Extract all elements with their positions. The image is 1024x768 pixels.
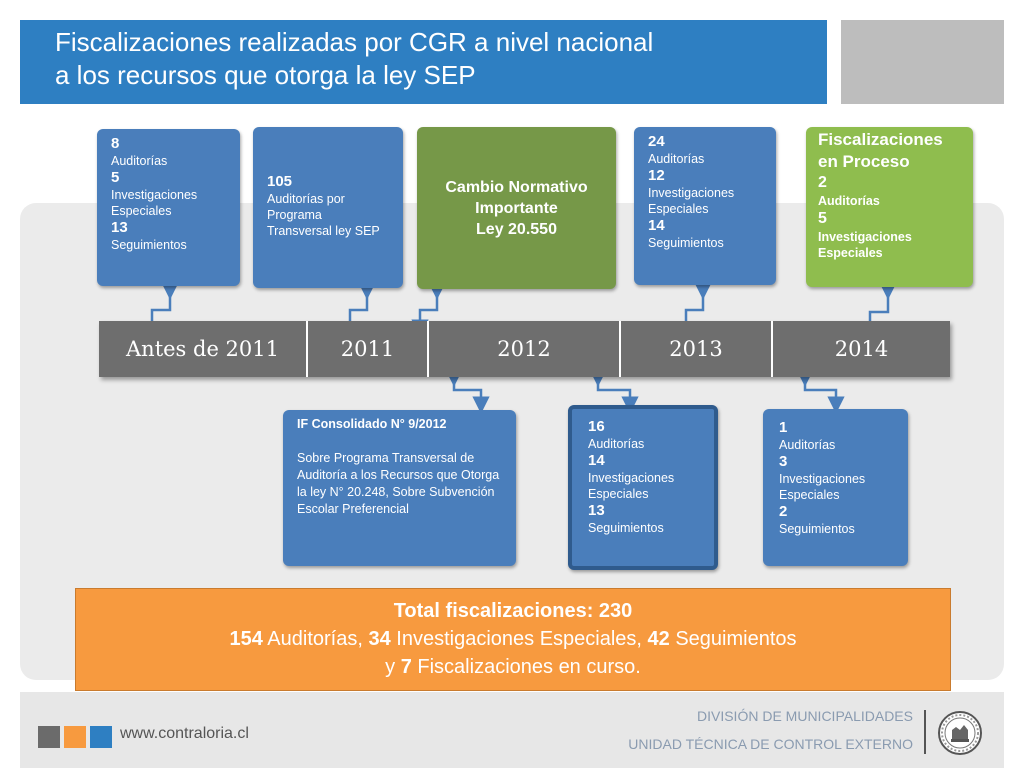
stat-label: Seguimientos: [111, 238, 187, 252]
timeline-label-2011: 2011: [308, 321, 429, 377]
title-bar: [20, 20, 827, 104]
stat-number: 13: [111, 219, 128, 236]
contraloria-seal-icon: [938, 711, 982, 755]
total-y: y: [385, 656, 401, 678]
stat-number: 3: [779, 453, 788, 470]
card-2014-en-proceso: Fiscalizaciones en Proceso 2 Auditorías …: [806, 127, 973, 287]
slide-title-line2: a los recursos que otorga la ley SEP: [55, 60, 476, 90]
timeline-label-2012: 2012: [429, 321, 621, 377]
cambio-line1: Cambio Normativo: [445, 179, 588, 196]
stat-label: Investigaciones Especiales: [111, 188, 198, 218]
stat-label: Investigaciones Especiales: [779, 472, 866, 502]
proceso-heading-line2: en Proceso: [818, 152, 910, 171]
total-breakdown-line1: 154 Auditorías, 34 Investigaciones Espec…: [76, 625, 950, 653]
connector-2014-bottom: [796, 369, 845, 414]
card-2014-results: 1 Auditorías 3 Investigaciones Especiale…: [763, 409, 908, 566]
card-if-consolidado: IF Consolidado N° 9/2012 Sobre Programa …: [283, 410, 516, 566]
slide-title: Fiscalizaciones realizadas por CGR a niv…: [55, 26, 815, 92]
connector-pre2011: [143, 282, 179, 339]
stat-label: Investigaciones Especiales: [648, 186, 735, 216]
connector-2012-top: [411, 282, 446, 337]
division-label: DIVISIÓN DE MUNICIPALIDADES: [696, 708, 913, 724]
timeline-bar: Antes de 2011 2011 2012 2013 2014: [99, 321, 950, 377]
card-2011: 105 Auditorías por Programa Transversal …: [253, 127, 403, 288]
stat-number: 2: [818, 174, 827, 191]
stat-number: 14: [648, 217, 665, 234]
stat-label: Auditorías: [111, 154, 168, 168]
stat-label: Seguimientos: [779, 522, 855, 536]
slide-title-line1: Fiscalizaciones realizadas por CGR a niv…: [55, 27, 654, 57]
stat-label: Seguimientos: [588, 521, 664, 535]
stat-label: Auditorías: [588, 437, 645, 451]
unidad-label: UNIDAD TÉCNICA DE CONTROL EXTERNO: [628, 736, 913, 752]
stat-label: Seguimientos: [648, 236, 724, 250]
stat-label: Auditorías por Programa Transversal ley …: [267, 192, 380, 238]
timeline-label-2014: 2014: [834, 337, 889, 361]
website-link[interactable]: www.contraloria.cl: [120, 725, 249, 742]
header-grey-block: [841, 20, 1004, 104]
logo-square-blue: [90, 726, 112, 748]
if-body: Sobre Programa Transversal de Auditoría …: [297, 451, 500, 516]
card-pre-2011: 8 Auditorías 5 Investigaciones Especiale…: [97, 129, 240, 286]
stat-number: 2: [779, 503, 788, 520]
stat-label: Auditorías: [818, 194, 880, 208]
total-auditorias-label: Auditorías,: [262, 628, 369, 650]
total-seguimientos-count: 42: [647, 628, 670, 650]
stat-number: 1: [779, 419, 788, 436]
card-2013: 24 Auditorías 12 Investigaciones Especia…: [634, 127, 776, 285]
timeline-label-pre2011: Antes de 2011: [99, 321, 308, 377]
card-2012-results: 16 Auditorías 14 Investigaciones Especia…: [568, 405, 718, 570]
cambio-line3: Ley 20.550: [476, 221, 557, 238]
connector-2013-top: [677, 282, 712, 339]
total-fiscalizaciones-label: Fiscalizaciones en curso.: [411, 656, 641, 678]
logo-square-orange: [64, 726, 86, 748]
stat-number: 13: [588, 502, 605, 519]
connector-2011: [341, 282, 376, 339]
footer-divider: [924, 710, 926, 754]
if-heading: IF Consolidado N° 9/2012: [297, 417, 447, 431]
stat-number: 5: [818, 210, 827, 227]
timeline-label-2013: 2013: [621, 321, 773, 377]
proceso-heading-line1: Fiscalizaciones: [818, 130, 943, 149]
stat-number: 105: [267, 173, 293, 190]
cambio-line2: Importante: [475, 200, 558, 217]
stat-label: Auditorías: [648, 152, 705, 166]
stat-number: 24: [648, 133, 665, 150]
footer-bar: [20, 692, 1004, 768]
stat-number: 14: [588, 452, 605, 469]
total-summary-box: Total fiscalizaciones: 230 154 Auditoría…: [75, 588, 951, 691]
total-investigaciones-label: Investigaciones Especiales,: [390, 628, 648, 650]
stat-label: Investigaciones Especiales: [588, 471, 675, 501]
stat-number: 8: [111, 135, 120, 152]
stat-number: 16: [588, 418, 605, 435]
total-breakdown-line2: y 7 Fiscalizaciones en curso.: [76, 653, 950, 681]
card-2012-cambio-normativo: Cambio Normativo Importante Ley 20.550: [417, 127, 616, 289]
total-fiscalizaciones-count: 7: [400, 656, 412, 678]
total-seguimientos-label: Seguimientos: [669, 628, 797, 650]
stat-number: 12: [648, 167, 665, 184]
total-heading: Total fiscalizaciones: 230: [393, 600, 633, 622]
total-investigaciones-count: 34: [368, 628, 391, 650]
logo-square-grey: [38, 726, 60, 748]
stat-label: Investigaciones Especiales: [818, 230, 912, 260]
total-auditorias-count: 154: [229, 628, 263, 650]
connector-2012-bottom: [589, 369, 639, 414]
stat-label: Auditorías: [779, 438, 836, 452]
stat-number: 5: [111, 169, 120, 186]
connector-if: [445, 369, 490, 414]
